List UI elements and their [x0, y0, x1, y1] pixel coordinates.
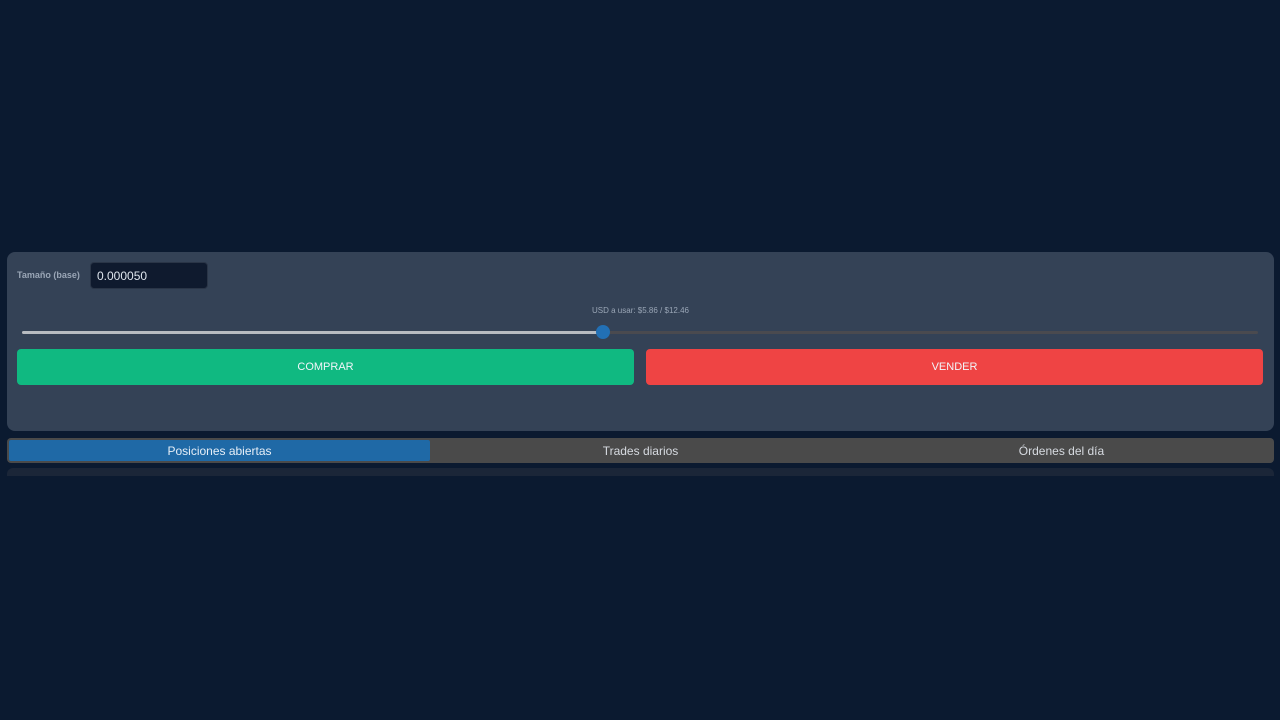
buy-button[interactable]: COMPRAR: [17, 349, 634, 385]
slider-fill: [22, 331, 603, 334]
tab-content-panel: [7, 468, 1274, 476]
tab-daily-trades[interactable]: Trades diarios: [430, 440, 851, 461]
usd-to-use-label: USD a usar: $5.86 / $12.46: [592, 306, 689, 315]
order-form-panel: Tamaño (base) USD a usar: $5.86 / $12.46…: [7, 252, 1274, 431]
size-input[interactable]: [90, 262, 208, 289]
tab-open-positions[interactable]: Posiciones abiertas: [9, 440, 430, 461]
slider-thumb[interactable]: [595, 325, 610, 339]
tab-bar: Posiciones abiertas Trades diarios Órden…: [7, 438, 1274, 463]
amount-slider[interactable]: [22, 325, 1258, 339]
sell-button[interactable]: VENDER: [646, 349, 1263, 385]
tab-daily-orders[interactable]: Órdenes del día: [851, 440, 1272, 461]
size-label: Tamaño (base): [17, 270, 80, 280]
